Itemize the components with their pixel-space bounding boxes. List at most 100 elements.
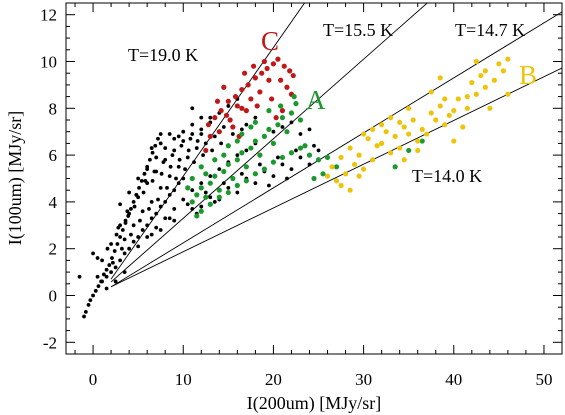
- point-B-48: [473, 58, 479, 65]
- point-black_points-87: [201, 153, 205, 158]
- point-C-14: [266, 77, 272, 83]
- point-black_points-112: [154, 225, 159, 230]
- point-black_points-172: [95, 256, 100, 260]
- point-black_points-130: [149, 232, 154, 237]
- point-B-5: [374, 143, 380, 149]
- point-C-3: [232, 94, 239, 100]
- point-C-17: [234, 103, 240, 109]
- point-black_points-60: [190, 132, 195, 136]
- point-black_points-78: [120, 246, 124, 251]
- point-black_points-153: [253, 181, 258, 186]
- region-label-C: C: [261, 26, 279, 56]
- point-black_points-21: [137, 185, 141, 190]
- point-black_points-110: [136, 244, 141, 249]
- point-C-21: [203, 147, 209, 154]
- point-B-46: [428, 89, 434, 95]
- point-A-37: [261, 166, 267, 172]
- point-B-43: [370, 126, 376, 132]
- point-black_points-18: [129, 207, 133, 211]
- temperature-label-3: T=14.0 K: [412, 166, 482, 186]
- point-A-31: [207, 201, 213, 207]
- point-black_points-29: [158, 132, 163, 136]
- y-axis-title: I(100um) [MJy/sr]: [5, 111, 26, 245]
- point-black_points-91: [125, 209, 130, 214]
- point-black_points-31: [100, 279, 104, 284]
- point-black_points-159: [253, 115, 258, 120]
- point-B-24: [451, 108, 457, 114]
- point-black_points-34: [113, 265, 118, 270]
- point-black_points-6: [96, 284, 101, 289]
- point-black_points-71: [167, 174, 172, 179]
- point-black_points-105: [159, 171, 164, 176]
- point-black_points-140: [172, 218, 177, 223]
- point-B-15: [464, 105, 470, 111]
- point-black_points-100: [114, 232, 119, 237]
- point-B-42: [505, 91, 511, 97]
- temperature-label-2: T=14.7 K: [455, 20, 525, 40]
- point-black_points-38: [131, 239, 136, 244]
- point-black_points-4: [91, 293, 95, 298]
- point-B-25: [442, 122, 448, 128]
- point-black_points-155: [289, 167, 294, 172]
- point-black_points-66: [122, 237, 127, 242]
- point-black_points-41: [145, 223, 150, 228]
- point-B-13: [446, 112, 452, 118]
- x-tick-label: 40: [445, 370, 462, 389]
- point-black_points-108: [186, 148, 191, 153]
- point-A-40: [288, 150, 295, 156]
- point-black_points-101: [123, 218, 128, 223]
- point-B-56: [464, 94, 470, 100]
- point-black_points-10: [107, 263, 112, 267]
- point-A-29: [333, 164, 340, 170]
- y-tick-label: 0: [49, 287, 58, 306]
- point-black_points-5: [93, 288, 98, 293]
- point-A-59: [392, 164, 398, 170]
- point-C-39: [239, 105, 245, 111]
- point-black_points-92: [134, 192, 139, 197]
- point-B-16: [473, 91, 479, 97]
- x-tick-label: 20: [265, 370, 282, 389]
- point-black_points-163: [154, 155, 159, 160]
- point-C-29: [214, 98, 221, 104]
- point-B-31: [388, 150, 394, 156]
- point-black_points-94: [152, 169, 157, 174]
- point-black_points-117: [199, 181, 204, 186]
- point-black_points-36: [122, 251, 127, 256]
- point-black_points-183: [208, 115, 213, 120]
- point-black_points-164: [163, 146, 168, 150]
- point-black_points-49: [181, 176, 186, 181]
- point-black_points-95: [161, 160, 166, 165]
- point-black_points-136: [257, 162, 262, 167]
- point-black_points-121: [235, 153, 240, 158]
- point-A-26: [306, 152, 313, 158]
- point-C-26: [278, 77, 284, 83]
- point-A-45: [252, 119, 258, 125]
- point-C-33: [254, 103, 260, 109]
- point-A-55: [189, 175, 195, 182]
- point-B-3: [356, 152, 362, 158]
- point-B-30: [397, 145, 403, 151]
- point-B-34: [361, 166, 367, 172]
- point-B-18: [491, 77, 497, 83]
- point-black_points-149: [158, 228, 163, 232]
- point-black_points-80: [138, 218, 142, 223]
- point-black_points-46: [167, 192, 172, 197]
- point-C-6: [252, 75, 258, 81]
- point-A-9: [230, 175, 236, 182]
- point-B-50: [356, 173, 362, 179]
- point-B-20: [505, 56, 511, 62]
- point-black_points-90: [116, 225, 121, 230]
- point-black_points-129: [307, 127, 312, 132]
- point-black_points-74: [194, 146, 199, 150]
- point-A-51: [234, 138, 240, 144]
- region-label-A: A: [306, 85, 326, 115]
- point-A-15: [257, 152, 263, 158]
- point-black_points-177: [212, 200, 217, 204]
- point-A-54: [185, 185, 191, 191]
- point-black_points-22: [139, 178, 144, 183]
- point-B-54: [379, 122, 385, 128]
- point-black_points-25: [147, 157, 152, 162]
- point-A-28: [324, 154, 331, 161]
- point-black_points-35: [118, 258, 123, 263]
- point-B-29: [406, 131, 412, 137]
